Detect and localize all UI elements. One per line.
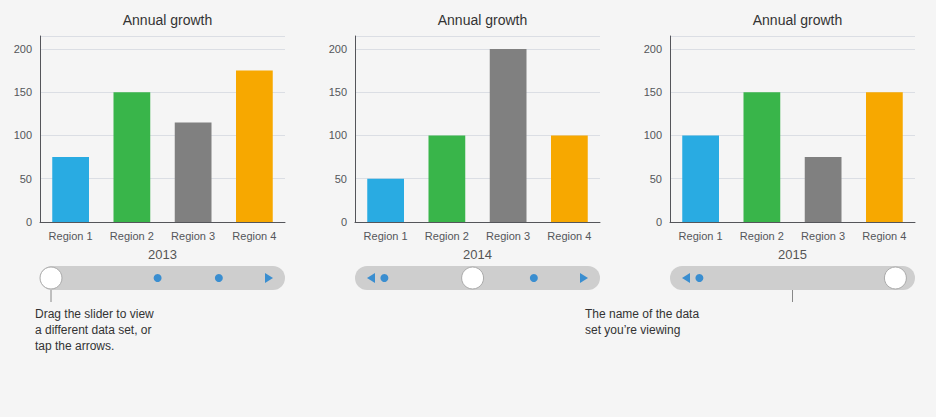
svg-text:a different data set, or: a different data set, or xyxy=(35,323,152,337)
svg-text:Region 3: Region 3 xyxy=(171,230,215,242)
svg-text:100: 100 xyxy=(14,129,32,141)
svg-text:200: 200 xyxy=(644,43,662,55)
svg-text:tap the arrows.: tap the arrows. xyxy=(35,339,114,353)
svg-text:0: 0 xyxy=(656,216,662,228)
svg-text:Region 1: Region 1 xyxy=(364,230,408,242)
svg-text:200: 200 xyxy=(14,43,32,55)
svg-text:150: 150 xyxy=(644,86,662,98)
svg-text:2014: 2014 xyxy=(463,247,492,262)
svg-text:Region 1: Region 1 xyxy=(679,230,723,242)
svg-text:Region 4: Region 4 xyxy=(547,230,591,242)
svg-text:Region 3: Region 3 xyxy=(486,230,530,242)
svg-text:Region 2: Region 2 xyxy=(740,230,784,242)
svg-text:2015: 2015 xyxy=(778,247,807,262)
svg-text:Annual growth: Annual growth xyxy=(753,12,843,28)
svg-text:set you’re viewing: set you’re viewing xyxy=(585,323,680,337)
svg-text:Region 2: Region 2 xyxy=(425,230,469,242)
svg-text:150: 150 xyxy=(14,86,32,98)
svg-text:The name of the data: The name of the data xyxy=(585,307,699,321)
svg-text:Annual growth: Annual growth xyxy=(123,12,213,28)
svg-text:200: 200 xyxy=(329,43,347,55)
svg-text:Region 2: Region 2 xyxy=(110,230,154,242)
svg-text:150: 150 xyxy=(329,86,347,98)
svg-text:Region 4: Region 4 xyxy=(232,230,276,242)
svg-text:50: 50 xyxy=(335,173,347,185)
svg-text:Region 4: Region 4 xyxy=(862,230,906,242)
svg-text:0: 0 xyxy=(341,216,347,228)
svg-text:0: 0 xyxy=(26,216,32,228)
svg-text:100: 100 xyxy=(329,129,347,141)
svg-text:Region 1: Region 1 xyxy=(49,230,93,242)
svg-text:Region 3: Region 3 xyxy=(801,230,845,242)
svg-text:2013: 2013 xyxy=(148,247,177,262)
svg-text:Drag the slider to view: Drag the slider to view xyxy=(35,307,154,321)
svg-text:Annual growth: Annual growth xyxy=(438,12,528,28)
svg-text:50: 50 xyxy=(20,173,32,185)
svg-text:50: 50 xyxy=(650,173,662,185)
svg-text:100: 100 xyxy=(644,129,662,141)
